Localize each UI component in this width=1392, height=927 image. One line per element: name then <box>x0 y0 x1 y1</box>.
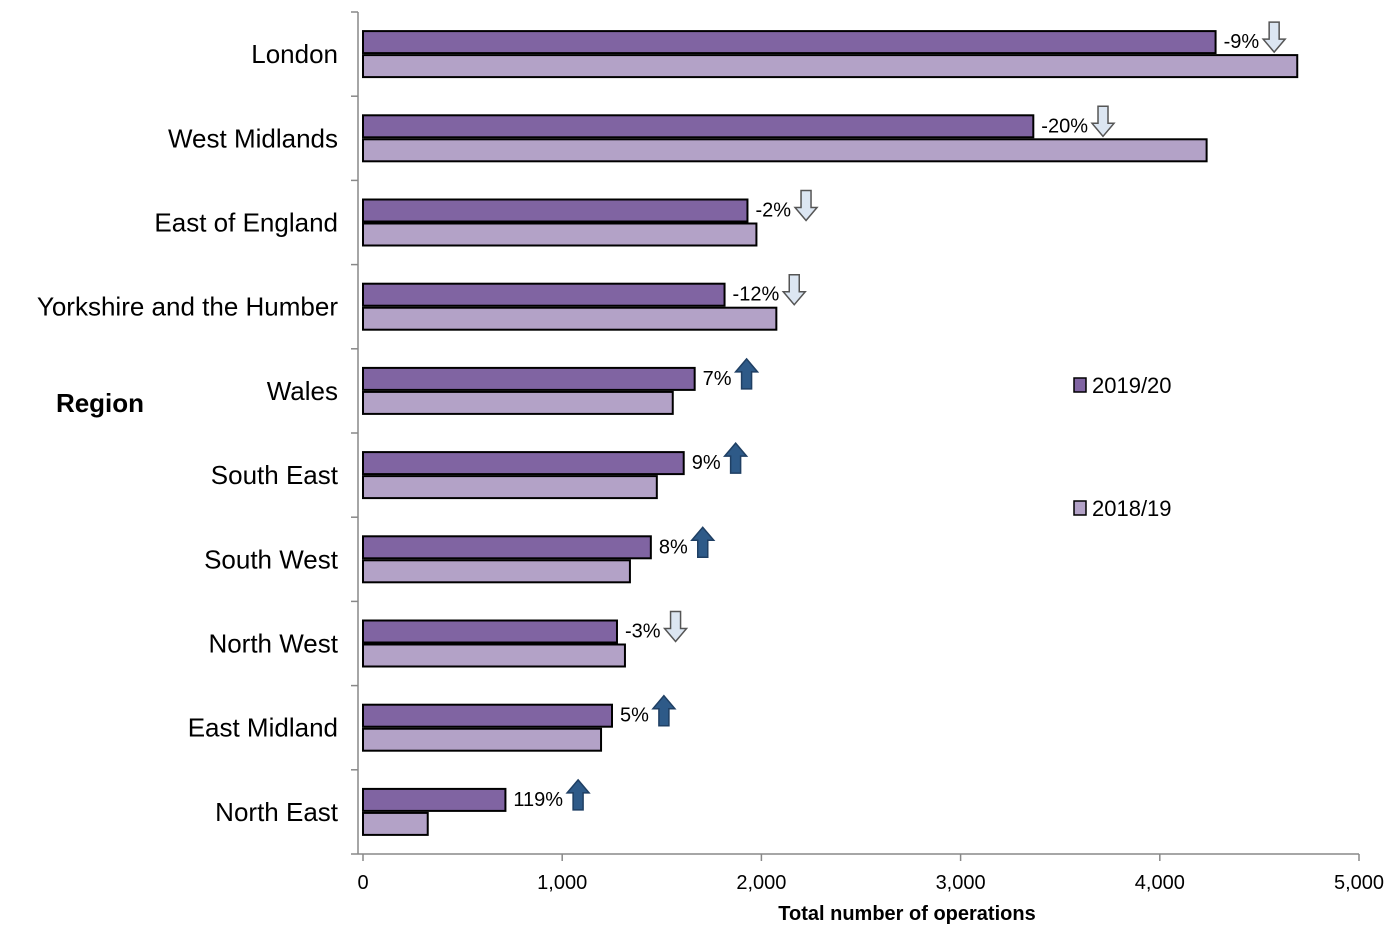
legend-swatch-2019-20 <box>1073 377 1087 393</box>
category-label: London <box>251 39 338 69</box>
change-up-arrow-icon <box>733 357 760 390</box>
bar-2018-19 <box>362 643 626 668</box>
bar-2019-20 <box>362 282 726 307</box>
bar-2019-20 <box>362 451 685 476</box>
bar-2018-19 <box>362 306 778 331</box>
x-tick-label: 5,000 <box>1334 872 1384 894</box>
x-tick-label: 3,000 <box>936 872 986 894</box>
change-down-arrow-icon <box>793 189 819 222</box>
legend-label-2019-20: 2019/20 <box>1092 373 1172 398</box>
bar-2018-19 <box>362 390 674 415</box>
change-label: -3% <box>625 621 661 643</box>
bar-2019-20 <box>362 198 749 223</box>
category-label: Yorkshire and the Humber <box>37 292 338 322</box>
change-label: -9% <box>1224 31 1260 53</box>
x-tick-label: 2,000 <box>736 872 786 894</box>
change-label: 119% <box>513 789 563 811</box>
change-label: 5% <box>620 705 649 727</box>
bar-2019-20 <box>362 114 1035 139</box>
category-label: North East <box>215 797 339 827</box>
change-label: -12% <box>733 284 780 306</box>
x-tick-label: 1,000 <box>537 872 587 894</box>
bar-2019-20 <box>362 535 652 560</box>
change-label: 7% <box>703 368 732 390</box>
bar-2019-20 <box>362 787 507 812</box>
x-tick-label: 4,000 <box>1135 872 1185 894</box>
x-tick-label: 0 <box>357 872 368 894</box>
bar-2019-20 <box>362 366 696 391</box>
bar-2018-19 <box>362 138 1208 163</box>
category-label: North West <box>208 629 338 659</box>
change-up-arrow-icon <box>690 526 716 559</box>
category-label: South West <box>204 544 339 574</box>
legend: 2019/20 2018/19 <box>1073 373 1172 521</box>
category-label: East Midland <box>188 713 338 743</box>
bar-2018-19 <box>362 727 603 752</box>
change-label: -2% <box>755 200 791 222</box>
bar-2019-20 <box>362 30 1217 55</box>
bar-2018-19 <box>362 559 631 584</box>
change-up-arrow-icon <box>723 441 749 474</box>
change-up-arrow-icon <box>565 778 591 811</box>
category-label: Wales <box>267 376 338 406</box>
change-label: -20% <box>1041 115 1088 137</box>
bar-2019-20 <box>362 619 618 644</box>
change-down-arrow-icon <box>662 610 689 643</box>
y-axis-title: Region <box>56 388 144 418</box>
legend-label-2018-19: 2018/19 <box>1092 496 1172 521</box>
change-down-arrow-icon <box>781 273 807 306</box>
category-label: West Midlands <box>168 123 338 153</box>
change-label: 8% <box>659 536 688 558</box>
category-label: East of England <box>154 208 338 238</box>
legend-swatch-2018-19 <box>1073 500 1087 516</box>
bar-2018-19 <box>362 54 1299 79</box>
x-axis-title: Total number of operations <box>778 903 1035 925</box>
change-down-arrow-icon <box>1090 105 1116 138</box>
category-label: South East <box>211 460 339 490</box>
bar-2018-19 <box>362 222 758 247</box>
plot-area: 0 1,000 2,000 3,000 4,000 5,000 London -9% West … <box>37 11 1384 894</box>
change-up-arrow-icon <box>651 694 677 727</box>
bar-2019-20 <box>362 703 613 728</box>
bar-2018-19 <box>362 475 658 500</box>
change-down-arrow-icon <box>1261 21 1287 54</box>
bar-2018-19 <box>362 811 429 836</box>
change-label: 9% <box>692 452 721 474</box>
